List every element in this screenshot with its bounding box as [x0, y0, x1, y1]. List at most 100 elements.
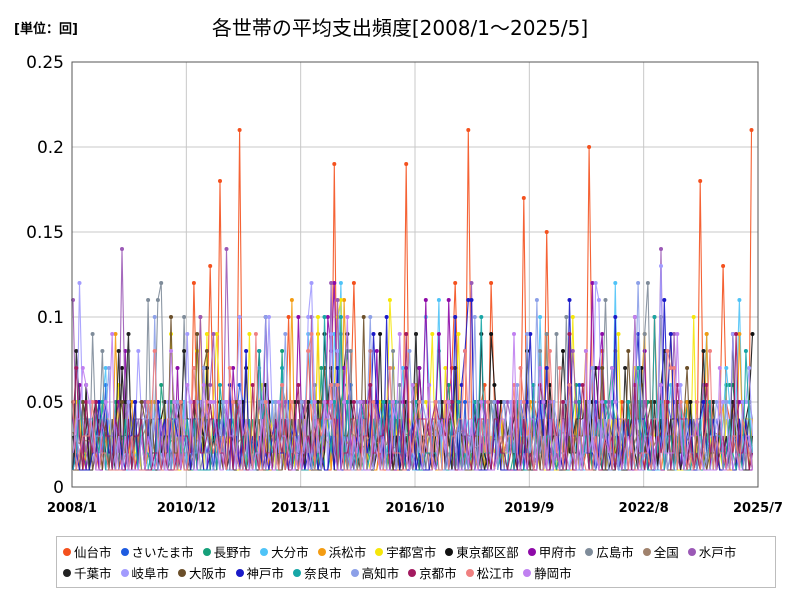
- data-point: [227, 366, 232, 370]
- series-line-16: [72, 282, 754, 471]
- data-point: [146, 298, 151, 302]
- data-point: [201, 366, 206, 370]
- data-point: [659, 247, 663, 251]
- x-tick-label: 2010/12: [157, 501, 216, 516]
- legend-item: 岐阜市: [120, 562, 169, 583]
- data-point: [525, 332, 530, 336]
- data-point: [309, 400, 314, 404]
- data-point: [456, 332, 461, 336]
- data-point: [541, 400, 546, 404]
- legend-swatch: [350, 568, 359, 577]
- data-point: [417, 366, 422, 370]
- data-point: [400, 366, 405, 370]
- data-point: [626, 349, 631, 353]
- data-point: [77, 281, 82, 285]
- data-point: [391, 349, 396, 353]
- data-point: [456, 400, 461, 404]
- data-point: [120, 366, 124, 370]
- data-point: [159, 383, 164, 387]
- data-point: [596, 298, 601, 302]
- data-point: [361, 400, 366, 404]
- data-point: [583, 349, 588, 353]
- data-point: [453, 315, 458, 319]
- legend-item: 宇都宮市: [375, 541, 436, 562]
- data-point: [538, 349, 543, 353]
- data-point: [113, 332, 118, 336]
- data-point: [185, 383, 190, 387]
- data-point: [489, 281, 494, 285]
- data-point: [178, 400, 183, 404]
- data-point: [296, 383, 301, 387]
- data-point: [244, 349, 249, 353]
- data-point: [436, 332, 441, 336]
- data-point: [191, 366, 196, 370]
- data-point: [211, 400, 216, 404]
- data-point: [590, 366, 595, 370]
- data-point: [224, 400, 229, 404]
- data-point: [453, 281, 458, 285]
- data-point: [155, 298, 160, 302]
- legend-label: 浜松市: [328, 545, 367, 560]
- data-point: [521, 400, 526, 404]
- data-point: [721, 264, 726, 268]
- data-point: [749, 128, 754, 132]
- data-point: [743, 349, 748, 353]
- data-point: [561, 349, 565, 353]
- data-point: [740, 400, 745, 404]
- data-point: [446, 298, 451, 302]
- data-point: [642, 332, 647, 336]
- data-point: [103, 400, 108, 404]
- data-point: [567, 298, 572, 302]
- data-point: [231, 366, 236, 370]
- data-point: [538, 315, 543, 319]
- data-point: [204, 332, 209, 336]
- data-point: [485, 400, 490, 404]
- data-point: [335, 349, 340, 353]
- data-point: [567, 383, 572, 387]
- data-point: [698, 179, 703, 183]
- data-point: [397, 383, 402, 387]
- data-point: [309, 281, 314, 285]
- x-tick-label: 2016/10: [385, 501, 444, 516]
- data-point: [685, 366, 690, 370]
- data-point: [694, 400, 699, 404]
- y-tick-label: 0.15: [26, 223, 64, 243]
- y-tick-label: 0.1: [37, 308, 64, 328]
- data-point: [116, 349, 121, 353]
- data-point: [495, 400, 500, 404]
- data-point: [332, 281, 337, 285]
- data-point: [198, 315, 203, 319]
- data-point: [606, 400, 611, 404]
- legend-swatch: [527, 547, 536, 556]
- data-point: [619, 400, 624, 404]
- legend-item: 東京都区部: [445, 541, 519, 562]
- data-point: [404, 162, 409, 166]
- data-point: [361, 315, 366, 319]
- legend-label: 松江市: [476, 566, 515, 581]
- data-point: [515, 383, 520, 387]
- data-point: [737, 298, 742, 302]
- data-point: [280, 349, 285, 353]
- data-point: [528, 332, 533, 336]
- data-point: [126, 400, 131, 404]
- legend-swatch: [63, 568, 71, 577]
- legend-label: さいたま市: [131, 545, 194, 560]
- legend-swatch: [120, 568, 129, 577]
- data-point: [593, 366, 598, 370]
- legend-swatch: [120, 547, 129, 556]
- data-point: [642, 400, 647, 404]
- data-point: [84, 383, 89, 387]
- data-point: [280, 366, 285, 370]
- data-point: [172, 400, 177, 404]
- data-point: [378, 332, 383, 336]
- data-point: [387, 298, 392, 302]
- data-point: [384, 315, 389, 319]
- data-point: [577, 400, 582, 404]
- legend-label: 水戸市: [698, 545, 737, 560]
- x-tick-label: 2022/8: [619, 501, 669, 516]
- data-point: [414, 400, 418, 404]
- data-point: [133, 400, 138, 404]
- data-point: [374, 400, 379, 404]
- data-point: [544, 366, 549, 370]
